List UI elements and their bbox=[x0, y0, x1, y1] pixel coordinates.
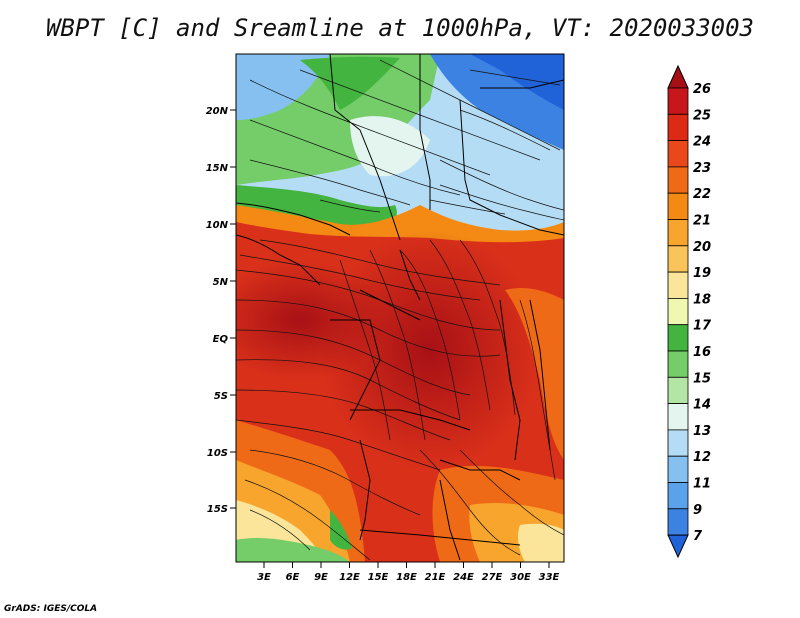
lat-label: 10S bbox=[207, 448, 228, 459]
lon-label: 6E bbox=[286, 572, 300, 583]
colorbar-swatch bbox=[667, 403, 689, 431]
lon-label: 9E bbox=[314, 572, 328, 583]
colorbar-swatch bbox=[667, 350, 689, 378]
lat-label: 15S bbox=[207, 504, 228, 515]
colorbar-label: 26 bbox=[693, 82, 711, 97]
colorbar-bottom-arrow bbox=[667, 534, 689, 559]
colorbar-label: 17 bbox=[693, 319, 712, 334]
colorbar-label: 12 bbox=[693, 450, 711, 465]
colorbar-label: 22 bbox=[693, 187, 711, 202]
colorbar-swatch bbox=[667, 376, 689, 404]
lat-label: 20N bbox=[206, 106, 229, 117]
colorbar-label: 15 bbox=[693, 371, 711, 386]
footer-credit: GrADS: IGES/COLA bbox=[4, 604, 98, 614]
lat-label: 5S bbox=[214, 391, 228, 402]
colorbar-swatch bbox=[667, 429, 689, 457]
colorbar-label: 14 bbox=[693, 398, 711, 413]
colorbar-swatch bbox=[667, 297, 689, 326]
colorbar-swatch bbox=[667, 508, 689, 536]
colorbar-label: 25 bbox=[693, 108, 711, 123]
colorbar-swatch bbox=[667, 482, 689, 510]
colorbar-label: 11 bbox=[693, 477, 711, 492]
lon-label: 18E bbox=[396, 572, 417, 583]
colorbar-label: 24 bbox=[693, 135, 711, 150]
latitude-axis: 20N 15N 10N 5N EQ 5S 10S 15S bbox=[206, 106, 236, 515]
chart-title: WBPT [C] and Sreamline at 1000hPa, VT: 2… bbox=[45, 14, 754, 42]
lon-label: 3E bbox=[257, 572, 271, 583]
colorbar-top-arrow bbox=[667, 64, 689, 89]
colorbar-swatch bbox=[667, 192, 689, 220]
lon-label: 15E bbox=[368, 572, 389, 583]
lon-label: 30E bbox=[510, 572, 531, 583]
map-frame bbox=[235, 53, 565, 563]
colorbar-label: 23 bbox=[693, 161, 711, 176]
lon-label: 12E bbox=[339, 572, 360, 583]
colorbar-swatch bbox=[667, 245, 689, 273]
colorbar-label: 16 bbox=[693, 345, 711, 360]
lat-label: 15N bbox=[206, 163, 229, 174]
colorbar-swatch bbox=[667, 113, 689, 142]
lat-label: 5N bbox=[213, 277, 229, 288]
colorbar-label: 20 bbox=[693, 240, 711, 255]
lat-label: EQ bbox=[213, 334, 229, 345]
colorbar-swatch bbox=[667, 219, 689, 247]
lon-label: 24E bbox=[453, 572, 474, 583]
colorbar-label: 7 bbox=[693, 529, 703, 544]
wbpt-field bbox=[236, 54, 564, 562]
longitude-axis: 3E 6E 9E 12E 15E 18E 21E 24E 27E 30E 33E bbox=[257, 562, 560, 583]
country-borders bbox=[236, 54, 564, 561]
colorbar-label: 9 bbox=[693, 503, 702, 518]
colorbar-swatch bbox=[667, 455, 689, 483]
colorbar-swatch bbox=[667, 271, 689, 299]
lon-label: 33E bbox=[539, 572, 560, 583]
lon-label: 27E bbox=[482, 572, 503, 583]
colorbar-swatch bbox=[667, 87, 689, 115]
streamlines bbox=[236, 59, 564, 561]
lon-label: 21E bbox=[425, 572, 446, 583]
colorbar: 26 25 24 23 22 21 20 19 18 17 16 15 14 13 12 11 9 7 bbox=[667, 64, 712, 559]
colorbar-label: 13 bbox=[693, 424, 711, 439]
colorbar-swatch bbox=[667, 324, 689, 352]
colorbar-swatch bbox=[667, 140, 689, 168]
colorbar-label: 18 bbox=[693, 292, 711, 307]
colorbar-swatch bbox=[667, 166, 689, 194]
lat-label: 10N bbox=[206, 220, 229, 231]
colorbar-label: 21 bbox=[693, 214, 711, 229]
colorbar-label: 19 bbox=[693, 266, 711, 281]
